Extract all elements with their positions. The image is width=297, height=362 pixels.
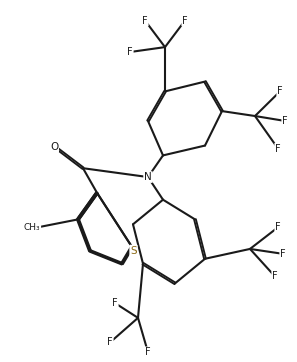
- Text: O: O: [50, 142, 58, 152]
- Text: N: N: [144, 172, 152, 182]
- Text: F: F: [145, 347, 151, 357]
- Text: F: F: [272, 272, 278, 282]
- Text: S: S: [130, 245, 137, 256]
- Text: F: F: [277, 87, 283, 96]
- Text: F: F: [282, 116, 288, 126]
- Text: F: F: [275, 222, 281, 232]
- Text: F: F: [280, 249, 286, 259]
- Text: F: F: [142, 16, 148, 26]
- Text: CH₃: CH₃: [24, 223, 40, 232]
- Text: F: F: [112, 298, 118, 308]
- Text: F: F: [127, 47, 133, 57]
- Text: F: F: [275, 143, 281, 153]
- Text: F: F: [107, 337, 113, 348]
- Text: F: F: [182, 16, 188, 26]
